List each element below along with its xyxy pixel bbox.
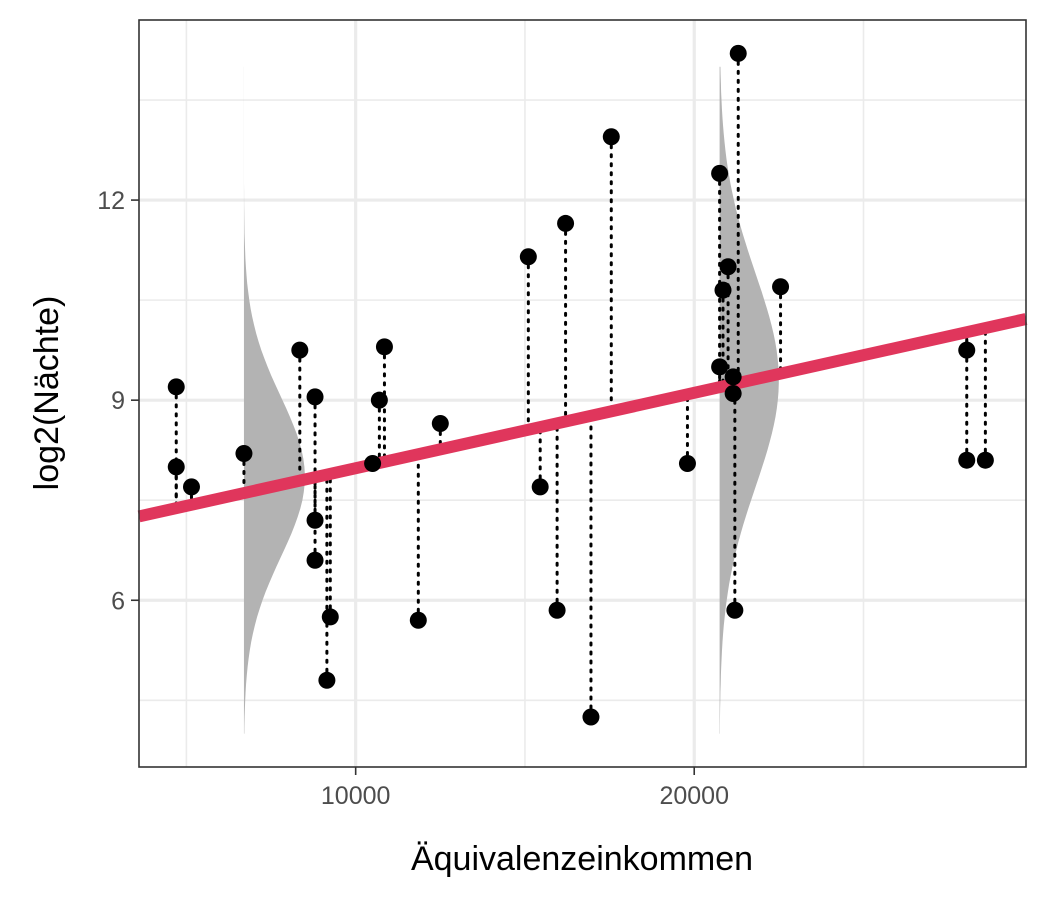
data-point-12	[375, 338, 393, 356]
density-curves	[243, 66, 779, 734]
data-point-26	[724, 368, 742, 386]
grid-major	[139, 20, 1026, 767]
data-point-20	[602, 128, 620, 146]
data-point-31	[958, 341, 976, 359]
data-point-32	[958, 451, 976, 469]
panel-border	[138, 19, 1027, 768]
data-point-18	[557, 214, 575, 232]
data-point-11	[370, 391, 388, 409]
regression-line-group	[137, 313, 1028, 523]
data-point-30	[772, 278, 790, 296]
x-axis: 10000 20000	[321, 767, 729, 810]
data-point-7	[306, 551, 324, 569]
data-point-1	[167, 458, 185, 476]
x-tick-label-1: 20000	[659, 782, 729, 810]
x-axis-title: Äquivalenzeinkommen	[411, 840, 753, 878]
y-tick-label-0: 6	[111, 587, 125, 615]
data-point-9	[318, 671, 336, 689]
data-point-23	[711, 358, 729, 376]
data-point-0	[167, 378, 185, 396]
data-point-15	[519, 248, 537, 266]
regression-line	[137, 313, 1028, 523]
data-point-2	[182, 478, 200, 496]
data-point-19	[582, 708, 600, 726]
data-points	[167, 44, 994, 726]
y-axis-title: log2(Nächte)	[28, 296, 66, 491]
data-point-10	[364, 455, 382, 473]
data-point-28	[726, 601, 744, 619]
data-point-5	[306, 388, 324, 406]
data-point-4	[291, 341, 309, 359]
data-point-22	[711, 164, 729, 182]
data-point-25	[719, 258, 737, 276]
density-curve-0	[243, 66, 305, 734]
data-point-33	[976, 451, 994, 469]
y-tick-label-1: 9	[111, 387, 125, 415]
data-point-24	[714, 281, 732, 299]
data-point-27	[724, 385, 742, 402]
data-point-8	[321, 608, 339, 626]
y-tick-label-2: 12	[97, 187, 125, 215]
x-tick-label-0: 10000	[321, 782, 391, 810]
residual-lines	[174, 51, 987, 719]
data-point-29	[729, 44, 747, 62]
y-axis: 6 9 12	[97, 187, 139, 615]
data-point-21	[678, 455, 696, 473]
panel-background	[139, 20, 1026, 767]
data-point-3	[235, 445, 253, 463]
data-point-16	[531, 478, 549, 496]
data-point-14	[431, 415, 449, 433]
data-point-6	[306, 511, 324, 529]
data-point-17	[548, 601, 566, 619]
density-curve-1	[719, 66, 779, 734]
data-point-13	[409, 611, 427, 629]
